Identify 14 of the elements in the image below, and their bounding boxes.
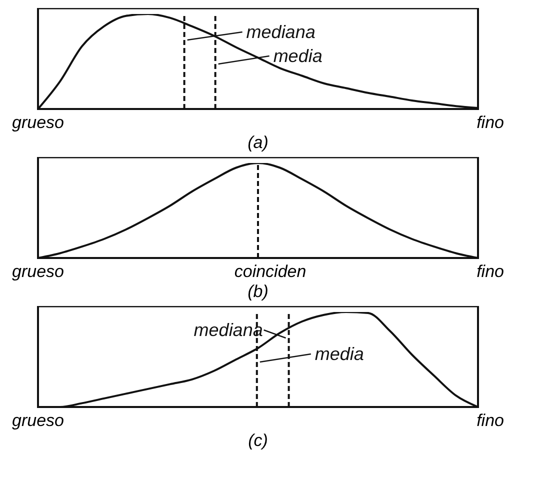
text: grueso bbox=[12, 262, 64, 282]
annotation: mediana bbox=[246, 22, 316, 42]
text: fino bbox=[476, 411, 504, 431]
text: (b) bbox=[246, 282, 270, 302]
text: grueso bbox=[12, 411, 64, 431]
annotation: media bbox=[314, 344, 364, 364]
annotation: mediana bbox=[194, 320, 263, 340]
text: coinciden bbox=[234, 262, 306, 282]
text: (c) bbox=[247, 431, 269, 451]
text: fino bbox=[476, 262, 504, 282]
text: fino bbox=[476, 113, 504, 133]
text: (a) bbox=[246, 133, 270, 153]
annotation: media bbox=[273, 46, 322, 66]
text: grueso bbox=[12, 113, 64, 133]
